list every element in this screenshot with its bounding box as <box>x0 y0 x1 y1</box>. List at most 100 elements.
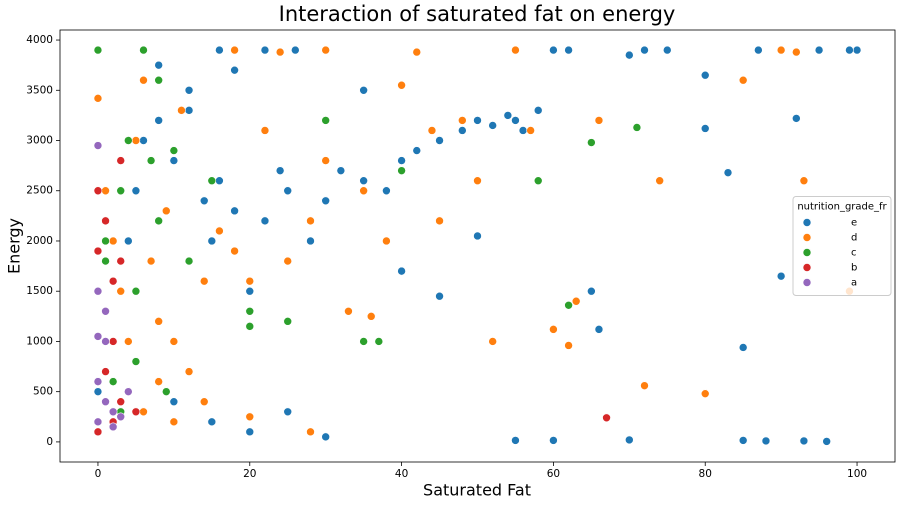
data-point <box>473 231 482 241</box>
data-point <box>571 296 581 306</box>
y-axis-label: Energy <box>5 218 24 274</box>
data-point <box>306 216 315 226</box>
data-point <box>154 377 163 386</box>
data-point <box>207 176 217 185</box>
y-tick-label: 2000 <box>26 235 53 247</box>
data-point <box>397 266 406 276</box>
data-point <box>124 236 133 246</box>
data-point <box>139 136 148 145</box>
data-point <box>488 337 497 346</box>
data-point <box>260 45 270 55</box>
data-point <box>799 436 809 446</box>
data-point <box>306 427 315 437</box>
data-point <box>93 246 103 256</box>
data-point <box>116 397 126 407</box>
data-point <box>154 116 163 125</box>
data-point <box>245 276 255 286</box>
data-point <box>184 256 194 266</box>
data-point <box>564 300 573 310</box>
y-tick-label: 3000 <box>26 135 53 147</box>
data-point <box>184 85 194 95</box>
x-tick-label: 40 <box>395 468 408 480</box>
data-point <box>814 45 824 55</box>
data-point <box>245 307 255 316</box>
data-point <box>124 337 133 346</box>
data-point <box>473 176 482 185</box>
data-point <box>169 397 179 407</box>
data-point <box>101 367 110 376</box>
data-point <box>101 236 110 246</box>
data-point <box>283 186 293 196</box>
data-point <box>131 357 141 366</box>
data-point <box>397 166 406 175</box>
data-point <box>458 126 467 135</box>
data-point <box>435 216 444 226</box>
data-point <box>549 325 558 334</box>
data-point <box>116 186 126 196</box>
data-point <box>283 317 293 326</box>
data-point <box>359 85 368 95</box>
data-point <box>184 106 194 115</box>
data-point <box>587 138 596 147</box>
axes-frame <box>59 29 896 463</box>
data-point <box>564 45 573 55</box>
data-point <box>93 417 103 427</box>
data-point <box>594 116 604 125</box>
data-point <box>93 141 103 150</box>
data-point <box>336 166 346 175</box>
data-point <box>101 256 110 266</box>
data-point <box>131 407 141 417</box>
data-point <box>177 106 186 115</box>
data-point <box>93 377 103 386</box>
data-point <box>799 176 809 185</box>
data-point <box>359 337 368 346</box>
data-point <box>215 45 224 55</box>
data-point <box>260 216 270 226</box>
data-point <box>93 186 103 196</box>
legend-label: c <box>851 248 857 259</box>
legend-marker <box>802 263 812 272</box>
data-point <box>852 45 862 55</box>
data-point <box>662 45 672 55</box>
data-point <box>640 45 649 55</box>
data-point <box>754 45 763 55</box>
data-point <box>321 45 330 55</box>
data-point <box>640 381 649 390</box>
y-tick-label: 1000 <box>26 335 53 347</box>
data-point <box>161 206 171 216</box>
data-point <box>116 412 126 422</box>
x-tick-label: 60 <box>547 468 560 480</box>
data-point <box>131 136 141 145</box>
data-point <box>207 417 217 427</box>
x-tick-label: 100 <box>847 468 867 480</box>
legend-marker <box>802 248 812 257</box>
data-point <box>321 196 330 206</box>
data-point <box>101 397 110 407</box>
data-point <box>518 126 528 135</box>
data-point <box>139 45 148 55</box>
data-point <box>397 80 406 90</box>
data-point <box>503 111 513 120</box>
x-tick-label: 20 <box>243 468 256 480</box>
data-point <box>154 317 163 326</box>
data-point <box>738 343 748 352</box>
x-tick-label: 0 <box>95 468 102 480</box>
data-point <box>822 437 831 446</box>
data-point <box>169 337 179 346</box>
data-point <box>625 50 634 60</box>
data-point <box>283 407 293 417</box>
legend-box <box>792 196 892 296</box>
data-point <box>792 47 801 57</box>
x-axis-label: Saturated Fat <box>423 481 531 500</box>
data-point <box>526 126 535 135</box>
data-point <box>199 276 209 286</box>
data-point <box>230 65 239 75</box>
data-point <box>230 45 239 55</box>
data-point <box>108 377 118 386</box>
data-point <box>169 146 179 155</box>
data-point <box>655 176 664 185</box>
data-point <box>207 236 217 246</box>
data-point <box>344 307 353 316</box>
data-point <box>511 45 520 55</box>
data-point <box>792 114 801 123</box>
